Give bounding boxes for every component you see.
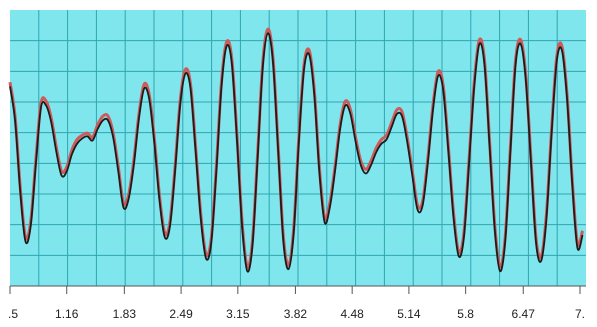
- x-tick-label: 7.: [575, 307, 585, 321]
- x-tick-label: .5: [8, 307, 18, 321]
- series-layer: [8, 27, 585, 273]
- x-tick-label: 5.14: [397, 307, 421, 321]
- x-axis-ticks: .5 1.16 1.83 2.49 3.15 3.82 4.48 5.14 5.8 6.47 7.: [8, 286, 585, 321]
- x-tick-label: 3.82: [284, 307, 308, 321]
- x-tick-label: 5.8: [457, 307, 474, 321]
- x-tick-label: 1.16: [55, 307, 79, 321]
- x-tick-label: 4.48: [340, 307, 364, 321]
- x-tick-label: 2.49: [169, 307, 193, 321]
- x-tick-label: 1.83: [113, 307, 137, 321]
- series-line-2: [9, 32, 584, 273]
- x-tick-label: 3.15: [226, 307, 250, 321]
- x-tick-label: 6.47: [512, 307, 536, 321]
